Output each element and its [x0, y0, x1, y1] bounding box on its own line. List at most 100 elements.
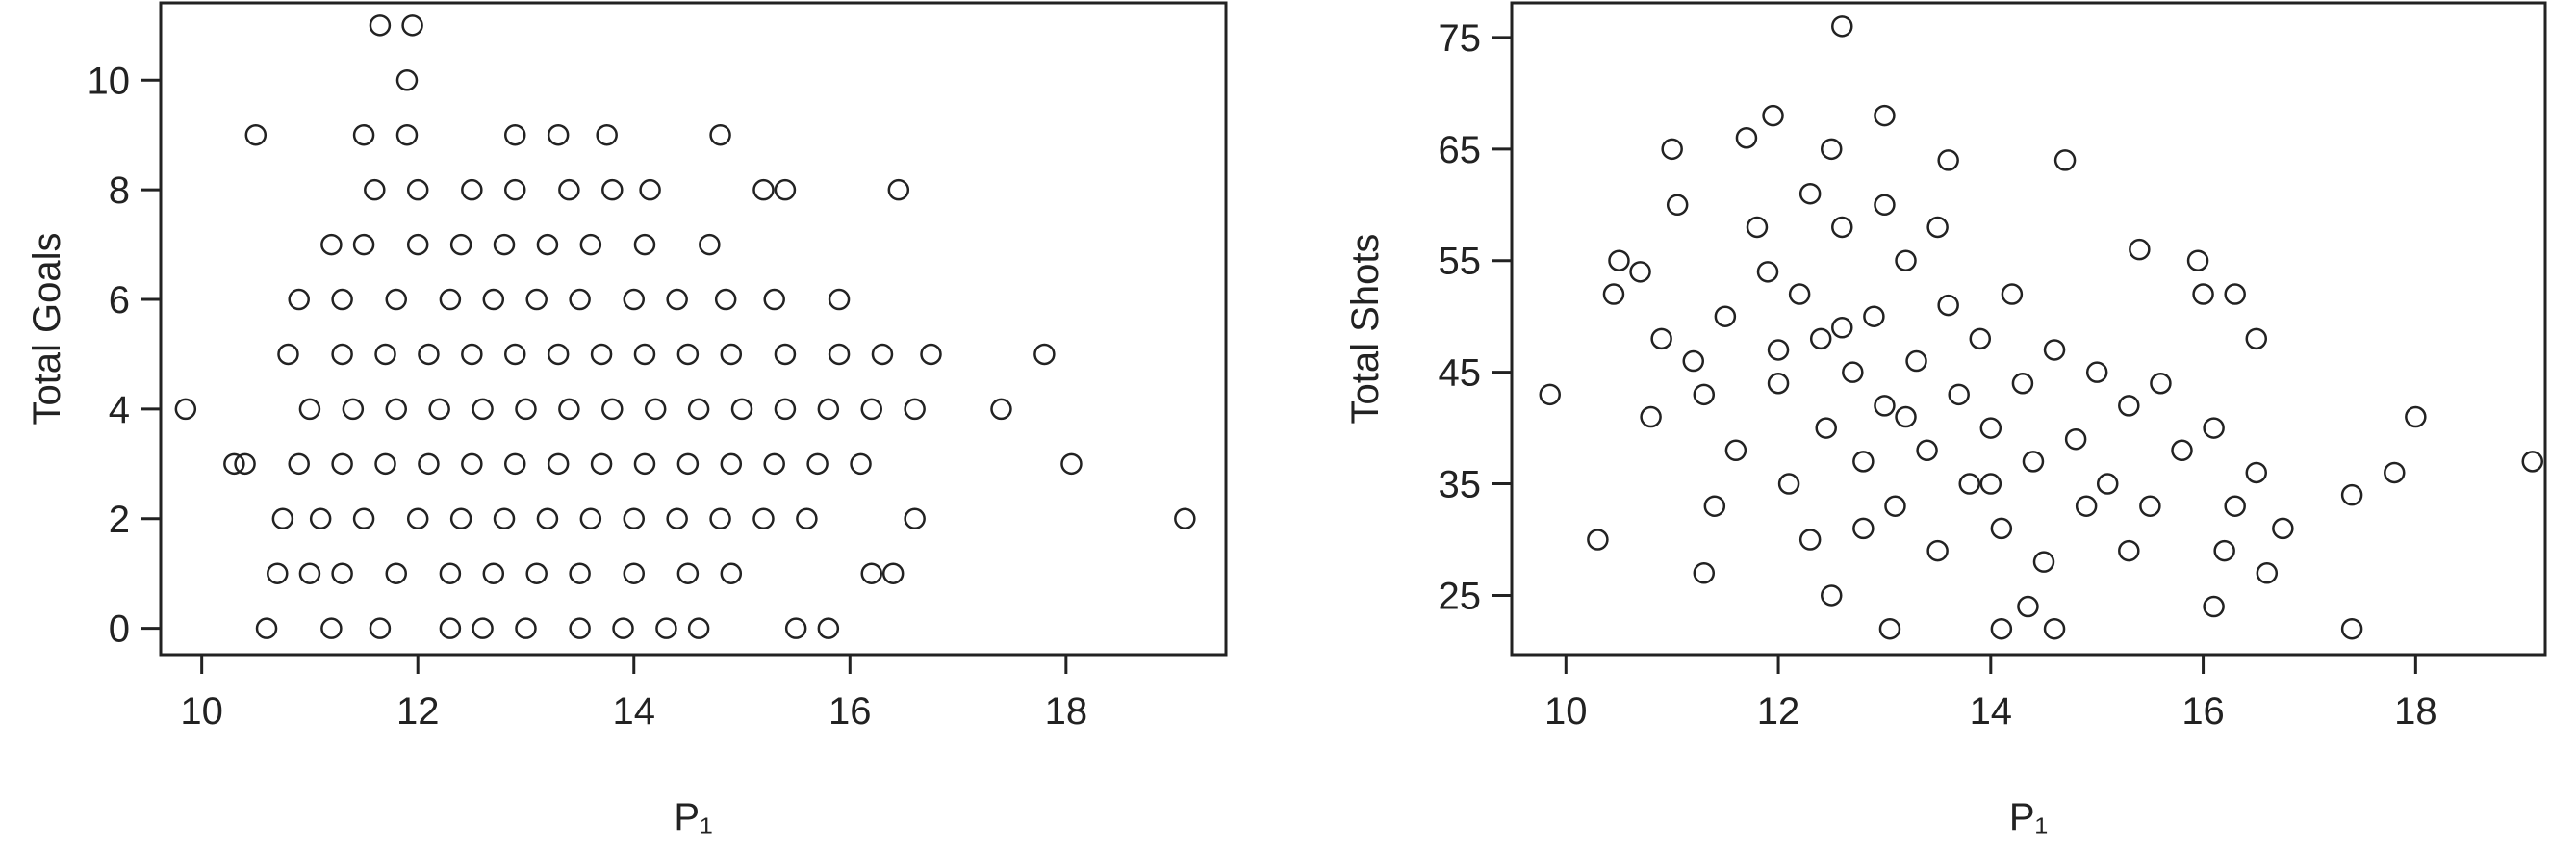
- point: [1735, 126, 1758, 149]
- point: [504, 123, 526, 146]
- y-tick-label: 6: [109, 279, 130, 322]
- point: [1777, 473, 1800, 495]
- point: [406, 178, 429, 201]
- point: [1815, 417, 1837, 439]
- point: [887, 178, 910, 201]
- point: [2139, 495, 2161, 517]
- point: [298, 562, 321, 584]
- point: [2224, 495, 2246, 517]
- point: [666, 507, 688, 530]
- point: [828, 288, 851, 311]
- x-tick-label: 16: [829, 690, 872, 733]
- point: [1937, 294, 1959, 317]
- point: [331, 288, 353, 311]
- point: [515, 398, 537, 421]
- x-tick-label: 16: [2181, 690, 2225, 733]
- point: [633, 343, 656, 366]
- point: [2405, 405, 2427, 428]
- point: [331, 562, 353, 584]
- x-tick-label: 18: [1045, 690, 1088, 733]
- point: [298, 398, 321, 421]
- point: [1798, 529, 1822, 551]
- point: [817, 398, 840, 421]
- point: [472, 617, 494, 639]
- point: [709, 123, 731, 146]
- point: [385, 398, 408, 421]
- point: [1724, 439, 1747, 462]
- point: [1969, 327, 1992, 350]
- point: [699, 233, 721, 256]
- point: [752, 178, 775, 201]
- point: [596, 123, 618, 146]
- point: [871, 343, 894, 366]
- point: [1831, 15, 1853, 38]
- point: [439, 617, 462, 639]
- x-tick-label: 12: [396, 690, 440, 733]
- point: [774, 398, 797, 421]
- point: [1979, 473, 2002, 495]
- point: [2245, 461, 2268, 484]
- point: [612, 617, 634, 639]
- point: [687, 617, 710, 639]
- point: [277, 343, 299, 366]
- point: [2032, 551, 2055, 573]
- point: [1539, 383, 1561, 406]
- point: [1990, 617, 2013, 640]
- x-axis-label: P₁: [2009, 796, 2048, 839]
- point: [1174, 507, 1196, 530]
- point: [369, 14, 392, 37]
- point: [1874, 194, 1896, 217]
- point: [579, 507, 602, 530]
- point: [1842, 361, 1864, 383]
- plot-frame: [1510, 1, 2547, 657]
- point: [1874, 104, 1896, 127]
- y-tick-label: 35: [1439, 464, 1482, 506]
- point: [676, 562, 700, 584]
- x-tick-label: 10: [180, 690, 223, 733]
- point: [806, 452, 829, 476]
- point: [331, 343, 353, 366]
- point: [639, 178, 661, 201]
- point: [374, 452, 396, 476]
- point: [2085, 361, 2108, 383]
- point: [2053, 149, 2077, 171]
- point: [267, 562, 289, 584]
- point: [288, 452, 310, 476]
- point: [1602, 283, 1625, 305]
- point: [1661, 138, 1683, 161]
- point: [385, 562, 408, 584]
- point: [2118, 539, 2140, 562]
- point: [666, 288, 688, 311]
- point: [633, 233, 656, 256]
- point: [461, 452, 483, 476]
- point: [1937, 149, 1959, 171]
- point: [676, 452, 700, 476]
- point: [461, 178, 483, 201]
- point: [364, 178, 386, 201]
- point: [1650, 327, 1672, 350]
- point: [395, 123, 419, 146]
- point: [1884, 495, 1906, 517]
- point: [623, 507, 646, 530]
- point: [449, 233, 472, 256]
- point: [2022, 451, 2045, 473]
- x-tick-label: 12: [1757, 690, 1800, 733]
- point: [881, 562, 905, 584]
- point: [504, 178, 526, 201]
- point: [439, 562, 462, 584]
- point: [796, 507, 818, 530]
- point: [2011, 372, 2034, 395]
- point: [493, 507, 516, 530]
- point: [860, 398, 882, 421]
- point: [1820, 138, 1843, 161]
- point: [482, 562, 505, 584]
- point: [1809, 327, 1832, 350]
- point: [623, 288, 646, 311]
- point: [1905, 349, 1927, 373]
- point: [1878, 617, 1901, 640]
- point: [1767, 339, 1790, 361]
- point: [676, 343, 700, 366]
- point: [1895, 249, 1917, 271]
- point: [320, 617, 343, 639]
